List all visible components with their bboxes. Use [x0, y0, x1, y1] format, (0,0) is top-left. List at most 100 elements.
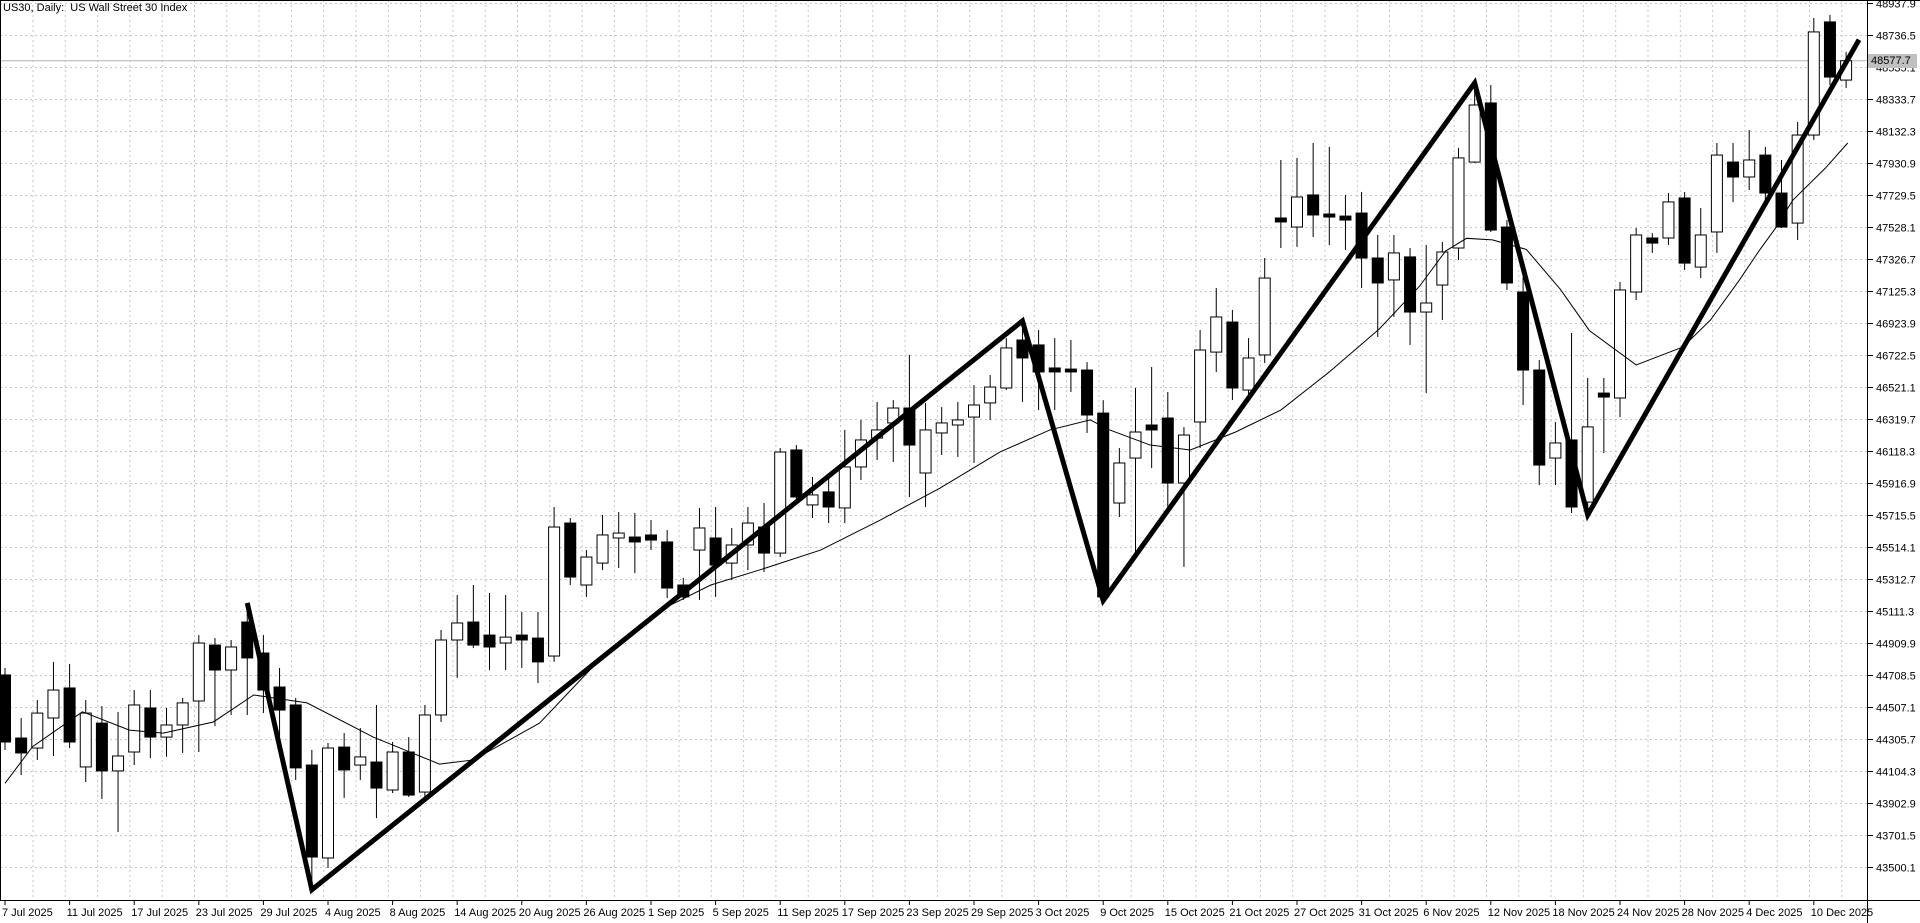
candle-bear: [1081, 369, 1094, 416]
candle-bear: [1646, 237, 1659, 244]
candle-bear: [483, 634, 496, 648]
price-axis-label: 44104.3: [1876, 767, 1916, 779]
candle-bear: [1678, 197, 1691, 264]
candle-bear: [515, 634, 528, 641]
candle-bull: [451, 622, 464, 641]
time-axis-label: 29 Sep 2025: [971, 907, 1033, 919]
price-axis-label: 47528.1: [1876, 223, 1916, 235]
candle-bull: [612, 532, 625, 539]
current-price-tag: 48577.7: [1868, 54, 1917, 68]
candle-bear: [289, 704, 302, 769]
candle-bull: [1177, 434, 1190, 484]
candle-bull: [47, 689, 60, 719]
candle-bear: [1517, 291, 1530, 371]
zigzag-line: [244, 38, 1862, 895]
candle-bear: [208, 644, 221, 671]
candle-bear: [1226, 321, 1239, 389]
candle-bull: [1210, 316, 1223, 353]
candle-bull: [1387, 252, 1400, 281]
candle-bull: [176, 702, 189, 726]
candle-bull: [919, 429, 932, 474]
price-axis-label: 48333.7: [1876, 95, 1916, 107]
candle-bull: [1662, 201, 1675, 239]
candle-bear: [1775, 192, 1788, 228]
candle-bull: [1194, 349, 1207, 423]
time-axis-label: 1 Sep 2025: [648, 907, 704, 919]
price-axis-label: 48937.9: [1876, 0, 1916, 11]
candle-bear: [1145, 424, 1158, 431]
candle-bull: [596, 534, 609, 564]
time-axis-label: 9 Oct 2025: [1100, 907, 1154, 919]
candle-bull: [1694, 234, 1707, 268]
candle-bear: [1161, 417, 1174, 484]
time-axis-label: 28 Nov 2025: [1682, 907, 1744, 919]
candle-bull: [1113, 462, 1126, 504]
price-axis-label: 48132.3: [1876, 127, 1916, 139]
candle-bear: [661, 541, 674, 589]
time-axis-label: 27 Oct 2025: [1294, 907, 1354, 919]
candle-bear: [1339, 215, 1352, 221]
candle-bear: [144, 707, 157, 738]
time-axis-label: 24 Nov 2025: [1617, 907, 1679, 919]
time-axis-label: 10 Dec 2025: [1811, 907, 1873, 919]
time-axis-label: 4 Aug 2025: [325, 907, 381, 919]
price-axis-label: 44305.7: [1876, 735, 1916, 747]
candle-bull: [774, 451, 787, 554]
time-axis-label: 11 Sep 2025: [777, 907, 839, 919]
time-axis-label: 20 Aug 2025: [519, 907, 581, 919]
candle-bear: [628, 536, 641, 543]
candle-bull: [418, 714, 431, 793]
candle-bear: [95, 722, 108, 772]
candle-bull: [806, 494, 819, 506]
candle-bull: [1710, 154, 1723, 233]
time-axis-label: 31 Oct 2025: [1359, 907, 1419, 919]
candle-bull: [79, 712, 92, 768]
price-axis-label: 45715.5: [1876, 511, 1916, 523]
time-axis-label: 5 Sep 2025: [713, 907, 769, 919]
price-axis-label: 46923.9: [1876, 319, 1916, 331]
candle-bull: [112, 755, 125, 772]
candle-bear: [0, 674, 11, 743]
candle-bull: [31, 712, 44, 749]
candle-bull: [838, 466, 851, 509]
candle-bear: [531, 637, 544, 663]
time-axis-label: 4 Dec 2025: [1746, 907, 1802, 919]
candle-bear: [63, 687, 76, 743]
time-axis-label: 11 Jul 2025: [67, 907, 123, 919]
current-price-value: 48577.7: [1871, 55, 1911, 67]
time-axis[interactable]: [0, 900, 1920, 923]
candle-bull: [1743, 159, 1756, 178]
candle-bull: [1420, 302, 1433, 313]
candle-bull: [1258, 277, 1271, 356]
candle-bull: [499, 636, 512, 644]
candle-bull: [1791, 134, 1804, 224]
candle-bear: [822, 491, 835, 508]
candle-bear: [1597, 392, 1610, 398]
price-axis-label: 45514.1: [1876, 543, 1916, 555]
candle-bear: [1533, 369, 1546, 466]
candle-bear: [1727, 161, 1740, 178]
price-axis-label: 45111.3: [1876, 607, 1914, 619]
candle-bear: [1274, 217, 1287, 223]
price-axis-label: 46319.7: [1876, 415, 1916, 427]
price-axis-label: 47729.5: [1876, 191, 1916, 203]
candle-bull: [354, 756, 367, 766]
candle-bull: [1452, 157, 1465, 249]
price-axis-label: 46118.3: [1876, 447, 1915, 459]
time-axis-label: 29 Jul 2025: [260, 907, 317, 919]
candle-bull: [1000, 347, 1013, 389]
price-axis-label: 43701.5: [1876, 831, 1916, 843]
time-axis-label: 21 Oct 2025: [1229, 907, 1289, 919]
candle-bear: [790, 449, 803, 498]
price-axis[interactable]: [1867, 0, 1920, 900]
price-axis-label: 47930.9: [1876, 159, 1916, 171]
candle-bull: [1807, 31, 1820, 136]
price-axis-label: 44507.1: [1876, 703, 1916, 715]
candle-bear: [1097, 412, 1110, 598]
candle-bear: [15, 737, 28, 754]
candle-bull: [128, 704, 141, 753]
price-axis-label: 43902.9: [1876, 799, 1916, 811]
time-axis-label: 23 Jul 2025: [196, 907, 253, 919]
